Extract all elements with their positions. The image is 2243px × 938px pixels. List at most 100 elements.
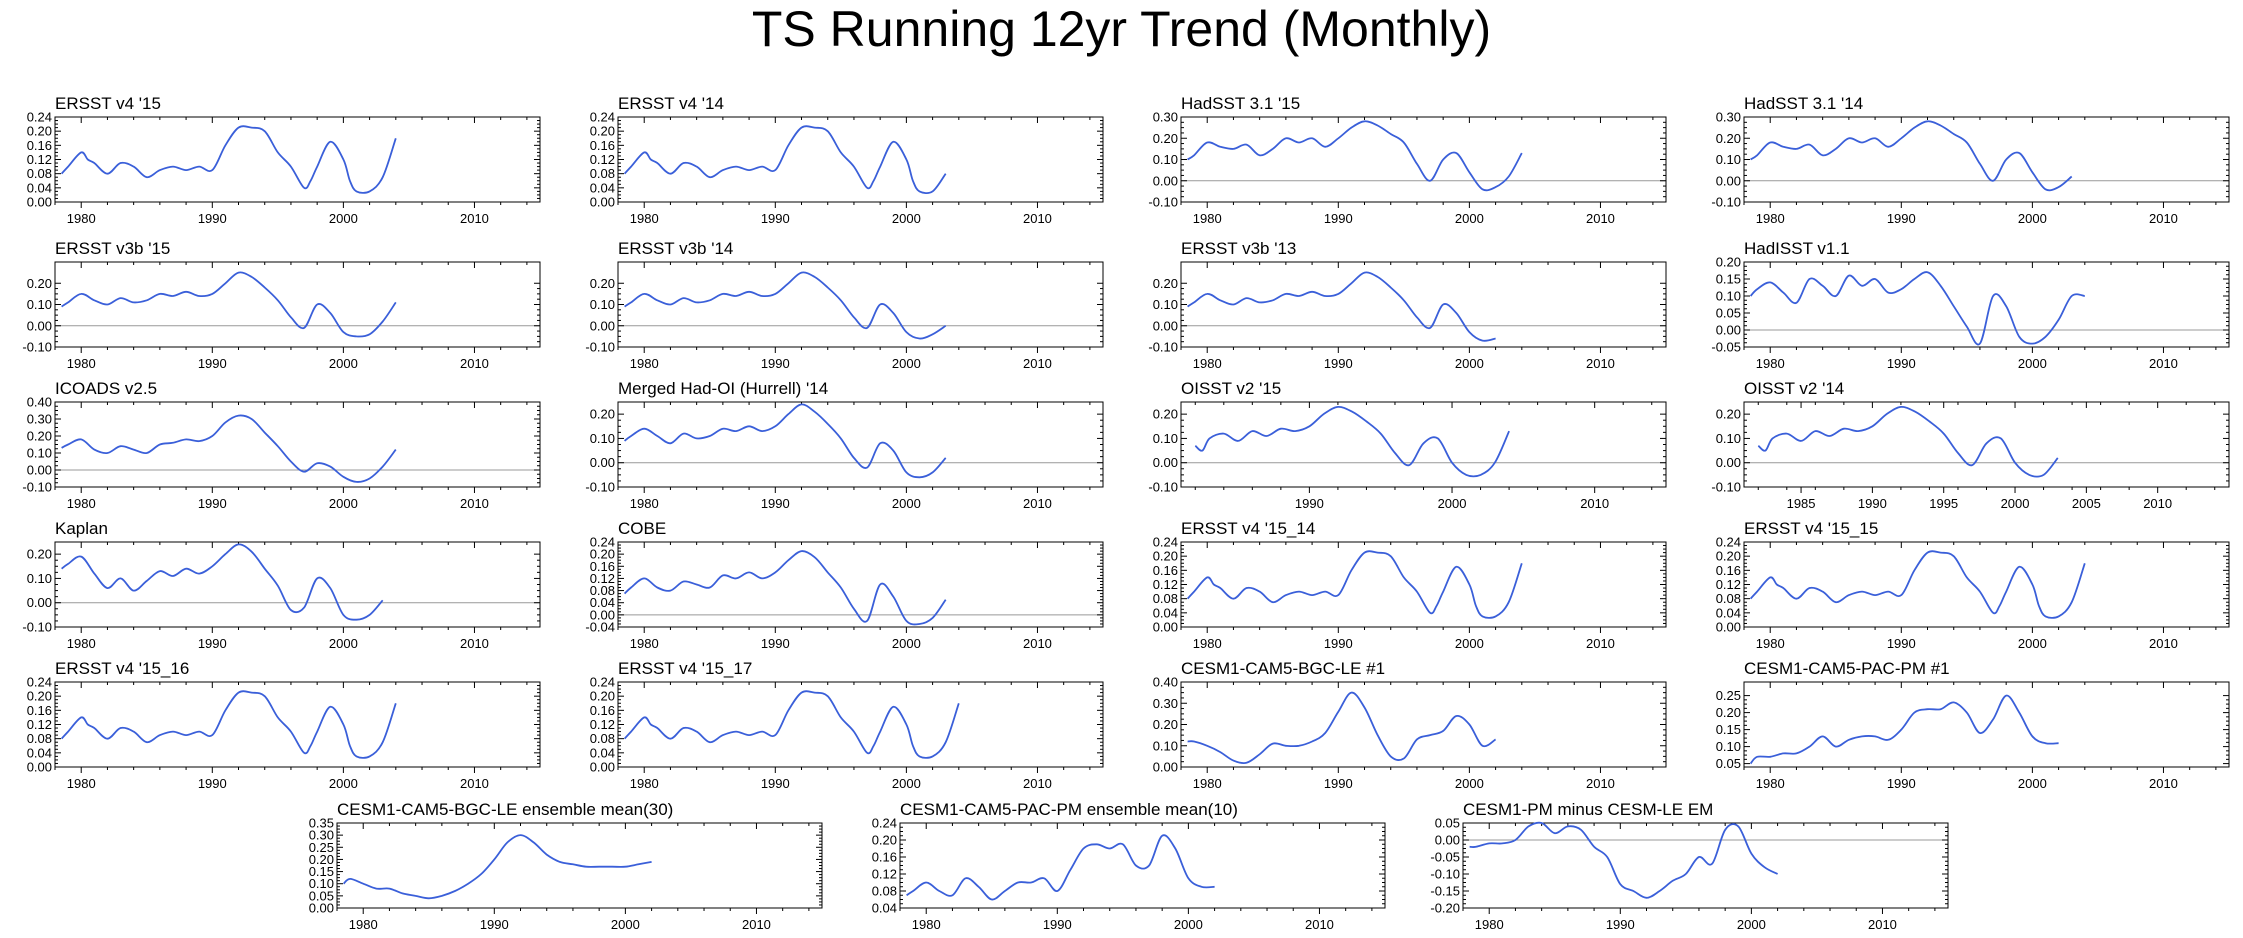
x-tick-label: 2010 [460,211,489,226]
panel-title: ERSST v4 '15_16 [55,659,189,678]
x-tick-label: 1980 [67,496,96,511]
y-tick-label: 0.10 [1716,739,1741,754]
plot-frame [1180,681,1667,768]
x-tick-label: 1990 [1295,496,1324,511]
y-tick-label: -0.10 [1711,480,1741,495]
y-tick-label: -0.04 [585,620,615,635]
x-tick-label: 1990 [198,211,227,226]
y-tick-label: 0.40 [27,395,52,410]
y-tick-label: 0.00 [1716,620,1741,635]
series-line [1187,271,1496,342]
chart-panel: CESM1-CAM5-BGC-LE ensemble mean(30)0.000… [309,800,823,932]
y-tick-label: 0.10 [309,876,334,891]
plot-frame [617,261,1104,348]
x-tick-label: 2000 [1455,776,1484,791]
y-tick-label: 0.10 [1716,431,1741,446]
x-tick-label: 1990 [1324,636,1353,651]
y-tick-label: 0.12 [872,867,897,882]
chart-panel: HadSST 3.1 '15 -0.10 0.00 0.10 0.20 0.30 1980 1… [1148,94,1667,226]
y-tick-label: 0.24 [590,110,615,125]
series-line [60,125,397,194]
y-tick-label: 0.10 [1716,289,1741,304]
panel-title: HadSST 3.1 '15 [1181,94,1300,113]
x-tick-label: 2010 [460,636,489,651]
x-tick-label: 2010 [2149,776,2178,791]
x-tick-label: 2010 [1023,356,1052,371]
y-tick-label: 0.10 [590,297,615,312]
x-tick-label: 1980 [912,917,941,932]
y-tick-label: 0.20 [1716,407,1741,422]
y-tick-label: 0.00 [590,195,615,210]
x-tick-label: 1990 [1324,776,1353,791]
y-tick-label: 0.20 [590,407,615,422]
y-tick-label: 0.08 [590,731,615,746]
y-tick-label: -0.10 [585,480,615,495]
y-tick-label: 0.04 [590,745,615,760]
panel-title: OISST v2 '15 [1181,379,1281,398]
x-tick-label: 2010 [460,496,489,511]
plot-frame [1743,261,2230,348]
x-tick-label: 1980 [1756,356,1785,371]
y-tick-label: 0.35 [309,816,334,831]
x-tick-label: 1980 [1193,211,1222,226]
y-tick-label: 0.24 [1716,535,1741,550]
y-tick-label: 0.10 [1153,297,1178,312]
x-tick-label: 1985 [1787,496,1816,511]
y-tick-label: 0.10 [1153,738,1178,753]
y-tick-label: 0.12 [1716,577,1741,592]
y-tick-label: 0.08 [27,166,52,181]
chart-panel: ERSST v3b '14 -0.10 0.00 0.10 0.20 1980 1990 20… [585,239,1104,371]
chart-panel: OISST v2 '14 -0.10 0.00 0.10 0.20 1985 1990 199… [1711,379,2230,511]
x-tick-label: 2010 [1868,917,1897,932]
chart-panel: ERSST v4 '15 0.000.040.080.120.160.200.24… [27,94,541,226]
x-tick-label: 1980 [1193,356,1222,371]
series-line [1757,405,2059,478]
y-tick-label: -0.05 [1711,340,1741,355]
y-tick-label: 0.20 [1153,549,1178,564]
panel-title: ERSST v3b '15 [55,239,170,258]
x-tick-label: 1980 [67,211,96,226]
series-line [1194,405,1510,478]
x-tick-label: 2000 [2018,636,2047,651]
x-tick-label: 1980 [67,776,96,791]
x-tick-label: 2000 [892,776,921,791]
y-tick-label: 0.00 [1153,620,1178,635]
x-tick-label: 2000 [329,356,358,371]
plot-frame [54,401,541,488]
y-tick-label: 0.40 [1153,675,1178,690]
x-tick-label: 1980 [1193,776,1222,791]
y-tick-label: 0.16 [872,850,897,865]
plot-frame [1180,116,1667,203]
y-tick-label: 0.25 [1716,688,1741,703]
x-tick-label: 2010 [1023,496,1052,511]
y-tick-label: 0.00 [1716,323,1741,338]
x-tick-label: 2010 [460,776,489,791]
chart-panel: ERSST v4 '14 0.000.040.080.120.160.200.24… [590,94,1104,226]
panel-title: ERSST v4 '15_14 [1181,519,1315,538]
x-tick-label: 2010 [460,356,489,371]
x-tick-label: 2000 [329,496,358,511]
panel-title: CESM1-CAM5-PAC-PM ensemble mean(10) [900,800,1238,819]
plot-frame [1743,116,2230,203]
series-line [1187,691,1497,765]
y-tick-label: 0.04 [1716,605,1741,620]
plot-frame [617,541,1104,628]
y-tick-label: 0.30 [1716,110,1741,125]
plot-frame [617,681,1104,768]
y-tick-label: 0.15 [1716,722,1741,737]
y-tick-label: 0.00 [1435,833,1460,848]
x-tick-label: 2000 [329,636,358,651]
x-tick-label: 2010 [1586,636,1615,651]
chart-panel: ERSST v4 '15_15 0.000.040.080.120.160.200… [1716,519,2230,651]
y-tick-label: 0.00 [27,195,52,210]
x-tick-label: 2000 [2001,496,2030,511]
x-tick-label: 1990 [1887,356,1916,371]
y-tick-label: 0.20 [1716,131,1741,146]
x-tick-label: 2010 [2149,636,2178,651]
chart-panel: CESM1-CAM5-PAC-PM ensemble mean(10) 0.04 0… [872,800,1386,932]
y-tick-label: 0.16 [27,138,52,153]
y-tick-label: 0.00 [1153,760,1178,775]
x-tick-label: 1980 [349,917,378,932]
y-tick-label: 0.24 [27,110,52,125]
